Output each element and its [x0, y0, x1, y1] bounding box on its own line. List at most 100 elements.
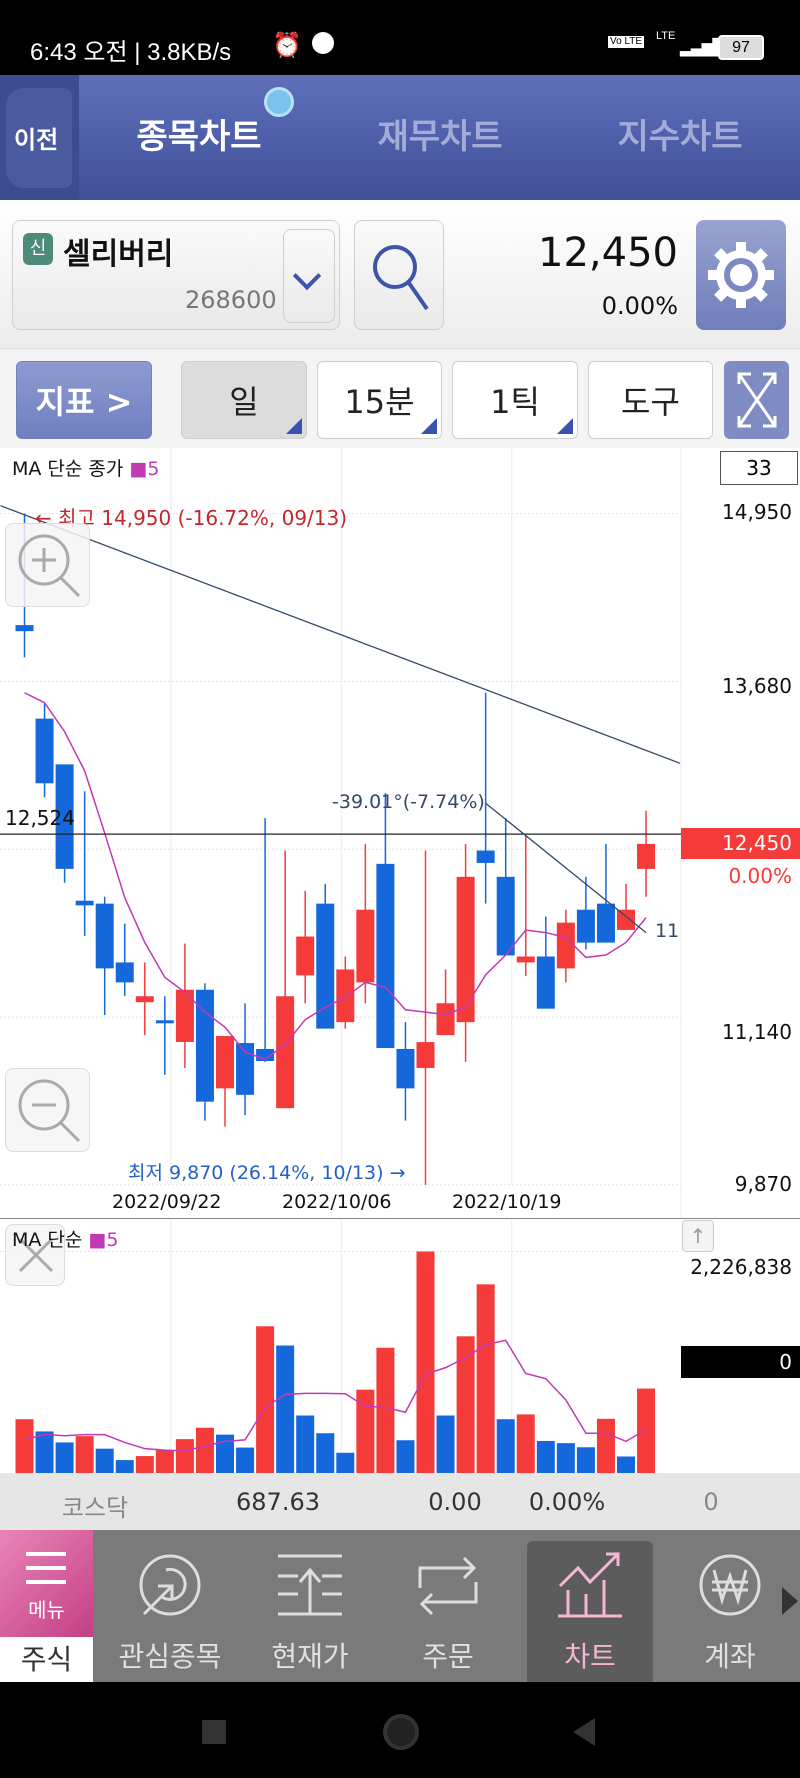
candle-body [617, 909, 635, 930]
candle-body [155, 1020, 174, 1024]
chevron-down-icon [292, 261, 322, 291]
low-annotation: 최저 9,870 (26.14%, 10/13) → [128, 1162, 406, 1184]
nav-current-price[interactable]: 현재가 [245, 1530, 375, 1682]
back-icon[interactable] [573, 1718, 595, 1746]
nav-account[interactable]: 계좌 [665, 1530, 795, 1682]
price-legend-label: MA 단순 종가 [12, 458, 124, 480]
candle-body [436, 1003, 455, 1036]
rotate-icon[interactable] [264, 87, 294, 117]
home-icon[interactable] [383, 1714, 419, 1750]
indicator-button[interactable]: 지표 > [16, 361, 152, 439]
volume-current-tag: 0 [681, 1346, 800, 1378]
exchange-icon [418, 1556, 478, 1616]
scroll-up-button[interactable]: ↑ [682, 1220, 714, 1252]
menu-label: 메뉴 [28, 1598, 65, 1622]
period-day-button[interactable]: 일 [181, 361, 307, 439]
candle-body [536, 956, 555, 1009]
current-price-tag: 12,450 [681, 828, 800, 859]
stock-info-row: 신 셀리버리 268600 12,450 0.00% [0, 200, 800, 348]
volume-bar [95, 1448, 114, 1474]
candle-body [216, 1036, 234, 1089]
index-value: 687.63 [236, 1488, 320, 1516]
candle-body [456, 876, 475, 1023]
nav-label: 관심종목 [118, 1640, 222, 1673]
volume-bar [637, 1388, 656, 1474]
new-badge: 신 [23, 233, 53, 265]
arrow-up-icon: ↑ [689, 1224, 707, 1248]
candle-body [276, 996, 295, 1109]
price-chart[interactable] [0, 448, 800, 1218]
system-nav-bar [0, 1682, 800, 1778]
volume-bar [296, 1415, 315, 1474]
nav-order[interactable]: 주문 [383, 1530, 513, 1682]
volume-bar [256, 1326, 275, 1474]
period-tick-button[interactable]: 1틱 [452, 361, 578, 439]
recent-apps-icon[interactable] [202, 1720, 226, 1744]
current-price: 12,450 [538, 230, 678, 276]
volume-bar [516, 1414, 535, 1474]
price-list-icon [278, 1554, 342, 1616]
axis-tick: 14,950 [722, 500, 792, 524]
volume-bar [336, 1452, 355, 1474]
menu-button[interactable]: 메뉴 [0, 1530, 93, 1637]
stock-dropdown-button[interactable] [283, 229, 335, 323]
close-indicator-button[interactable] [5, 1224, 65, 1286]
gear-icon [708, 242, 774, 308]
candle-body [576, 909, 595, 943]
period-day-label: 일 [229, 383, 259, 421]
index-change-percent: 0.00% [528, 1488, 606, 1516]
index-ticker-bar[interactable]: 코스닥 687.63 0.00 0.00% 0 [0, 1473, 800, 1530]
candle-body [416, 1042, 435, 1069]
nav-chart[interactable]: 차트 [525, 1530, 655, 1682]
zoom-out-button[interactable] [5, 1068, 90, 1152]
section-stock-tab[interactable]: 주식 [0, 1637, 93, 1682]
nav-more-arrow-icon[interactable] [782, 1587, 798, 1615]
tab-stock-chart[interactable]: 종목차트 [136, 117, 262, 157]
candle-body [35, 718, 54, 784]
tools-button[interactable]: 도구 [588, 361, 713, 439]
candle-body [135, 996, 154, 1003]
volume-legend-label: MA 단순 [12, 1229, 83, 1251]
volume-bar [576, 1447, 595, 1474]
volume-bar [376, 1347, 395, 1474]
candle-body [556, 922, 575, 969]
index-volume: 0 [703, 1488, 719, 1516]
tab-index-chart[interactable]: 지수차트 [617, 117, 743, 157]
visible-count-box[interactable]: 33 [720, 451, 798, 485]
search-button[interactable] [354, 220, 444, 330]
zoom-in-button[interactable] [5, 523, 90, 607]
period-minute-button[interactable]: 15분 [317, 361, 442, 439]
index-name: 코스닥 [61, 1494, 129, 1522]
settings-button[interactable] [696, 220, 786, 330]
signal-icon: ▂▃▅▇ [680, 36, 726, 56]
candle-body [55, 764, 74, 869]
nav-label: 차트 [564, 1640, 616, 1673]
target-arrow-icon [139, 1554, 201, 1616]
ma5-line [24, 692, 647, 1061]
fullscreen-button[interactable] [724, 361, 789, 439]
candle-body [516, 956, 535, 963]
nav-label: 계좌 [704, 1640, 756, 1673]
nav-watchlist[interactable]: 관심종목 [105, 1530, 235, 1682]
stock-name: 셀리버리 [63, 237, 174, 272]
volume-bar [135, 1456, 154, 1474]
network-label: LTE [656, 30, 676, 42]
volte-icon: Vo LTE [608, 36, 645, 48]
trendline-end-label: 11 [655, 920, 680, 942]
stock-selector[interactable]: 신 셀리버리 268600 [12, 220, 340, 330]
candle-body [496, 876, 515, 956]
candle-body [236, 1043, 255, 1095]
date-label: 2022/10/06 [282, 1191, 392, 1213]
candle-body [476, 850, 495, 863]
close-icon [18, 1237, 54, 1273]
back-button[interactable]: 이전 [0, 75, 79, 200]
trendline-label: -39.01°(-7.74%) [332, 791, 485, 813]
price-chart-panel[interactable]: MA 단순 종가 ■5 33 14,950 13,680 11,140 9,87… [0, 448, 800, 1218]
volume-bar [75, 1436, 94, 1474]
notification-icon [312, 32, 334, 54]
volume-chart-panel[interactable]: MA 단순 ■5 ↑ 2,226,838 0 [0, 1218, 800, 1474]
volume-bar [175, 1439, 194, 1474]
volume-chart[interactable] [0, 1219, 800, 1474]
volume-bar [456, 1336, 475, 1474]
tab-financial-chart[interactable]: 재무차트 [377, 117, 503, 157]
